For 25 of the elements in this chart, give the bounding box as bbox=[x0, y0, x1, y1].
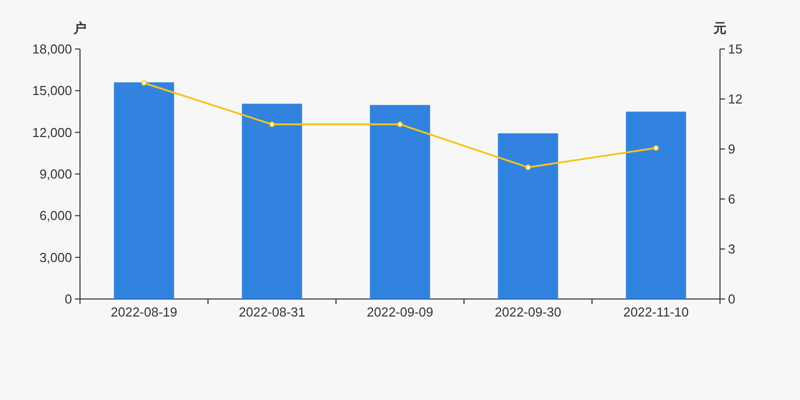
y-axis-title: 户 bbox=[72, 20, 86, 36]
y-tick-label: 9,000 bbox=[39, 166, 72, 182]
point bbox=[141, 80, 147, 86]
y-tick-label: 15,000 bbox=[32, 83, 72, 98]
y2-tick-label: 6 bbox=[728, 192, 736, 206]
point bbox=[525, 164, 531, 170]
y-tick-label: 0 bbox=[64, 292, 72, 306]
x-tick-label: 2022-08-31 bbox=[238, 304, 306, 320]
y2-tick-label: 9 bbox=[728, 142, 736, 156]
y2-axis-title: 元 bbox=[712, 20, 726, 36]
point bbox=[397, 122, 403, 128]
y2-tick-label: 15 bbox=[728, 42, 742, 56]
y-tick-label: 3,000 bbox=[39, 250, 72, 265]
y2-tick-label: 12 bbox=[728, 92, 742, 106]
x-tick-label: 2022-08-19 bbox=[110, 304, 178, 320]
y-tick-label: 6,000 bbox=[39, 208, 72, 224]
point bbox=[653, 145, 659, 151]
x-tick-label: 2022-11-10 bbox=[623, 304, 689, 320]
y-tick-label: 18,000 bbox=[32, 42, 72, 56]
point bbox=[269, 122, 275, 128]
x-tick-label: 2022-09-30 bbox=[494, 304, 562, 320]
y2-tick-label: 3 bbox=[728, 242, 736, 256]
y2-tick-label: 0 bbox=[728, 292, 736, 306]
y-tick-label: 12,000 bbox=[32, 124, 72, 140]
x-tick-label: 2022-09-09 bbox=[366, 304, 434, 320]
